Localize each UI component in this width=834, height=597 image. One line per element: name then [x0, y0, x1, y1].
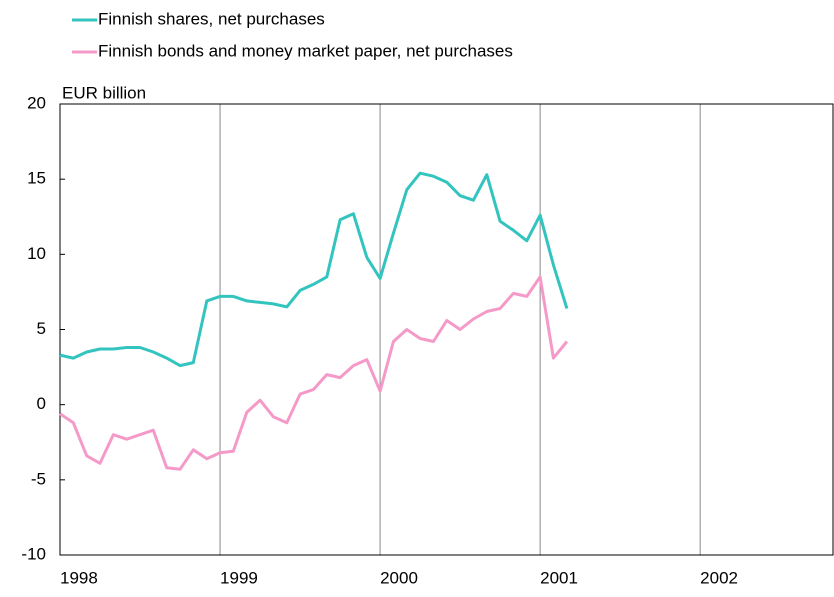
plot-frame — [59, 103, 834, 556]
data-line — [59, 275, 569, 471]
y-tick-label: 15 — [27, 169, 46, 188]
y-tick-label: -10 — [21, 544, 46, 563]
y-tick-label: 20 — [27, 93, 46, 112]
y-tick-label: 10 — [27, 244, 46, 263]
y-axis-label: EUR billion — [62, 83, 146, 102]
y-tick-label: -5 — [31, 469, 46, 488]
x-tick-label: 1998 — [60, 568, 98, 587]
data-line — [59, 171, 569, 368]
x-tick-label: 2001 — [540, 568, 578, 587]
y-tick-label: 5 — [37, 319, 46, 338]
x-tick-label: 1999 — [220, 568, 258, 587]
legend-label: Finnish bonds and money market paper, ne… — [98, 41, 513, 60]
legend-label: Finnish shares, net purchases — [98, 9, 325, 28]
y-tick-label: 0 — [37, 394, 46, 413]
x-tick-label: 2000 — [380, 568, 418, 587]
x-tick-label: 2002 — [700, 568, 738, 587]
